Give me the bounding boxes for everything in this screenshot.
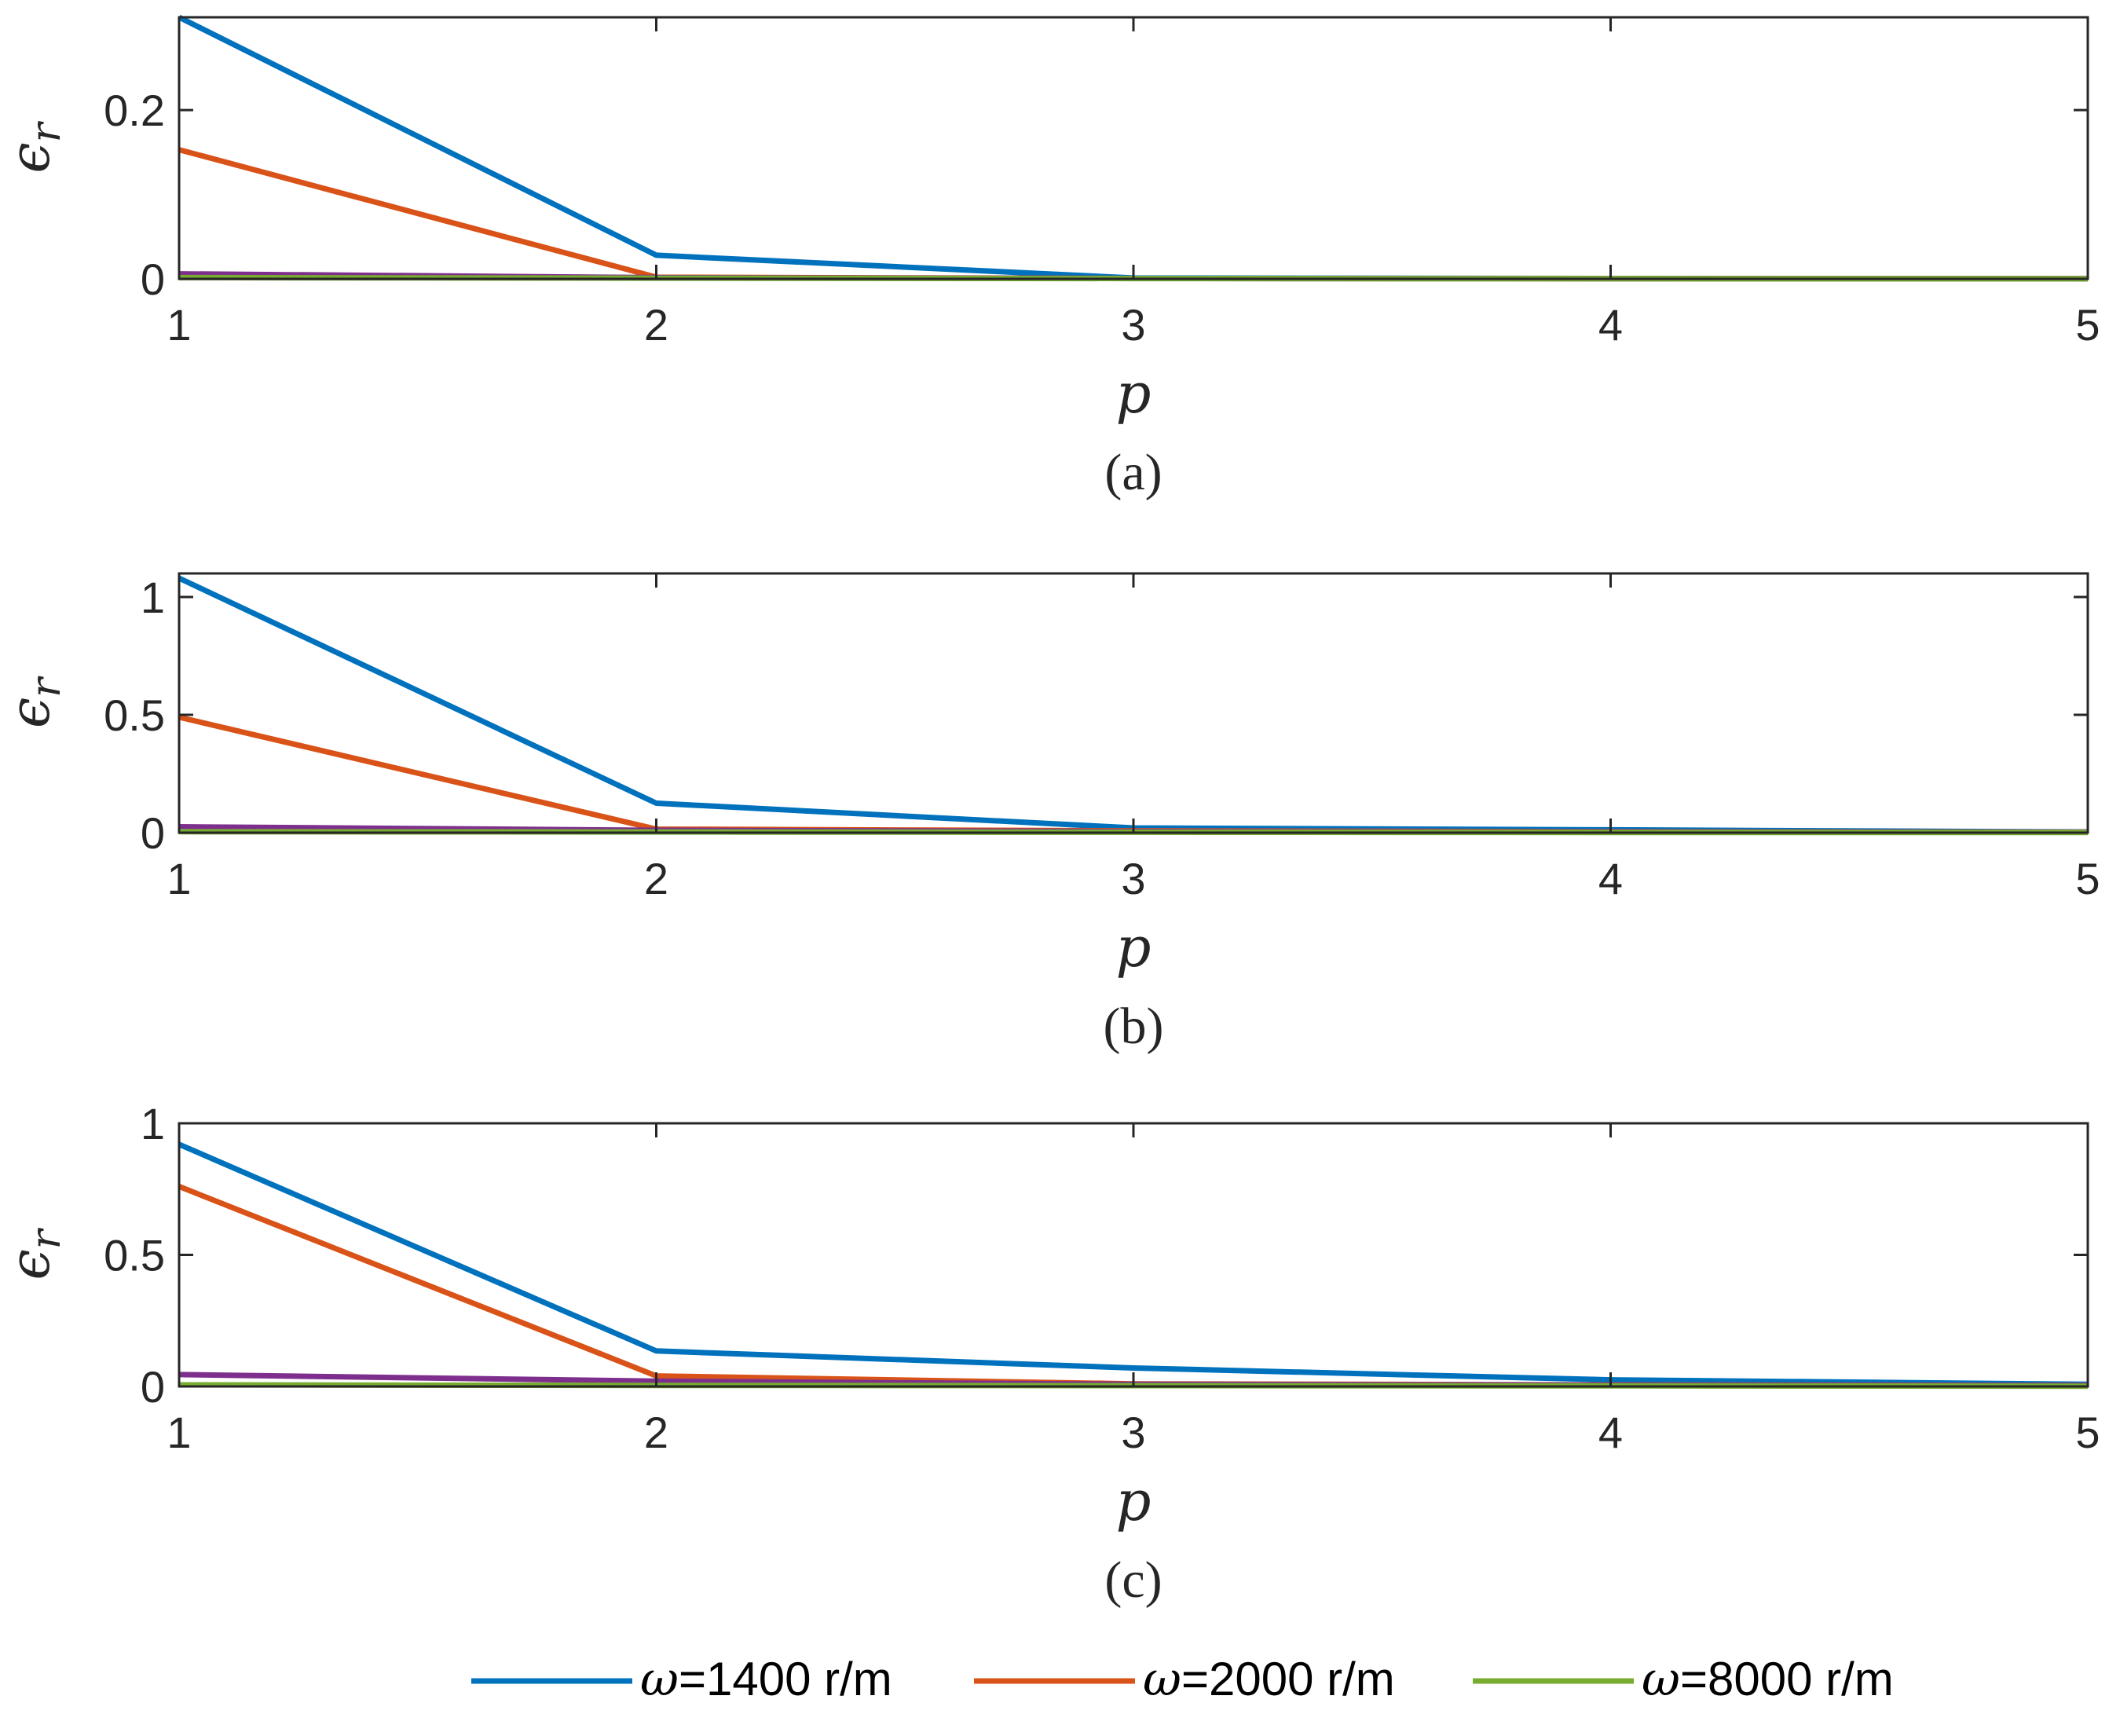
series-line-2 bbox=[178, 714, 2089, 835]
x-tick-label: 4 bbox=[1598, 300, 1623, 350]
axes-frame bbox=[178, 1122, 2089, 1388]
legend-symbol: ω bbox=[1143, 1652, 1181, 1707]
x-tick-label: 1 bbox=[167, 300, 191, 350]
legend: ω=1400 r/m ω=2000 r/m ω=8000 r/m bbox=[471, 1652, 1894, 1707]
x-tick-label: 5 bbox=[2075, 300, 2100, 350]
y-axis-label-subscript: r bbox=[23, 1227, 70, 1249]
legend-label: ω=8000 r/m bbox=[1642, 1652, 1894, 1707]
x-tick-label: 3 bbox=[1121, 300, 1145, 350]
x-tick-label: 5 bbox=[2075, 1408, 2100, 1457]
y-tick-label: 1 bbox=[141, 573, 165, 622]
series-line-1 bbox=[178, 14, 2089, 282]
legend-label: ω=2000 r/m bbox=[1143, 1652, 1395, 1707]
panel-label: (a) bbox=[1104, 444, 1162, 501]
x-tick-label: 5 bbox=[2075, 854, 2100, 903]
legend-value: =2000 r/m bbox=[1181, 1653, 1395, 1705]
legend-item-2: ω=2000 r/m bbox=[974, 1652, 1395, 1707]
y-tick-label: 0.5 bbox=[104, 690, 165, 740]
series-line-2 bbox=[178, 147, 2089, 282]
legend-value: =8000 r/m bbox=[1680, 1653, 1894, 1705]
panel-label: (b) bbox=[1104, 998, 1164, 1055]
legend-item-3: ω=8000 r/m bbox=[1473, 1652, 1894, 1707]
x-tick-label: 4 bbox=[1598, 854, 1623, 903]
y-tick-label: 0 bbox=[141, 255, 165, 304]
axes-frame bbox=[178, 572, 2089, 834]
legend-symbol: ω bbox=[640, 1652, 679, 1707]
y-tick-label: 0.5 bbox=[104, 1231, 165, 1280]
x-tick-label: 1 bbox=[167, 1408, 191, 1457]
y-axis-label-symbol: ϵ bbox=[0, 698, 62, 728]
series-lines bbox=[178, 1141, 2089, 1390]
x-tick-label: 2 bbox=[644, 300, 668, 350]
axes-frame bbox=[178, 16, 2089, 280]
legend-symbol: ω bbox=[1642, 1652, 1680, 1707]
y-axis-label: ϵr bbox=[0, 1227, 70, 1280]
x-tick-label: 1 bbox=[167, 854, 191, 903]
y-axis-label-symbol: ϵ bbox=[0, 142, 62, 173]
panel-label: (c) bbox=[1104, 1551, 1162, 1609]
x-axis-label: p bbox=[1116, 361, 1152, 426]
y-axis-label-subscript: r bbox=[23, 120, 70, 142]
y-tick-label: 0 bbox=[141, 808, 165, 858]
series-line-2 bbox=[178, 1184, 2089, 1389]
x-axis-label: p bbox=[1116, 915, 1152, 980]
x-tick-label: 4 bbox=[1598, 1408, 1623, 1457]
series-line-1 bbox=[178, 1141, 2089, 1387]
y-tick-label: 1 bbox=[141, 1099, 165, 1148]
y-axis-label: ϵr bbox=[0, 120, 70, 173]
y-axis-label-symbol: ϵ bbox=[0, 1249, 62, 1280]
y-axis-label: ϵr bbox=[0, 676, 70, 728]
legend-item-1: ω=1400 r/m bbox=[471, 1652, 892, 1707]
x-tick-label: 3 bbox=[1121, 1408, 1145, 1457]
series-lines bbox=[178, 14, 2089, 282]
series-lines bbox=[178, 575, 2089, 836]
y-tick-label: 0 bbox=[141, 1362, 165, 1412]
x-tick-label: 2 bbox=[644, 1408, 668, 1457]
x-tick-label: 3 bbox=[1121, 854, 1145, 903]
legend-label: ω=1400 r/m bbox=[640, 1652, 892, 1707]
panel-b: 1 2 3 4 5 0 0.5 1 ϵr p (b) bbox=[0, 572, 2100, 1055]
x-axis-label: p bbox=[1116, 1469, 1152, 1533]
panel-a: 1 2 3 4 5 0 0.2 ϵr p (a) bbox=[0, 14, 2100, 501]
legend-value: =1400 r/m bbox=[679, 1653, 892, 1705]
series-line-1 bbox=[178, 575, 2089, 835]
y-axis-label-subscript: r bbox=[23, 676, 70, 698]
x-tick-label: 2 bbox=[644, 854, 668, 903]
y-tick-label: 0.2 bbox=[104, 86, 165, 135]
panel-c: 1 2 3 4 5 0 0.5 1 ϵr p (c) bbox=[0, 1099, 2100, 1609]
